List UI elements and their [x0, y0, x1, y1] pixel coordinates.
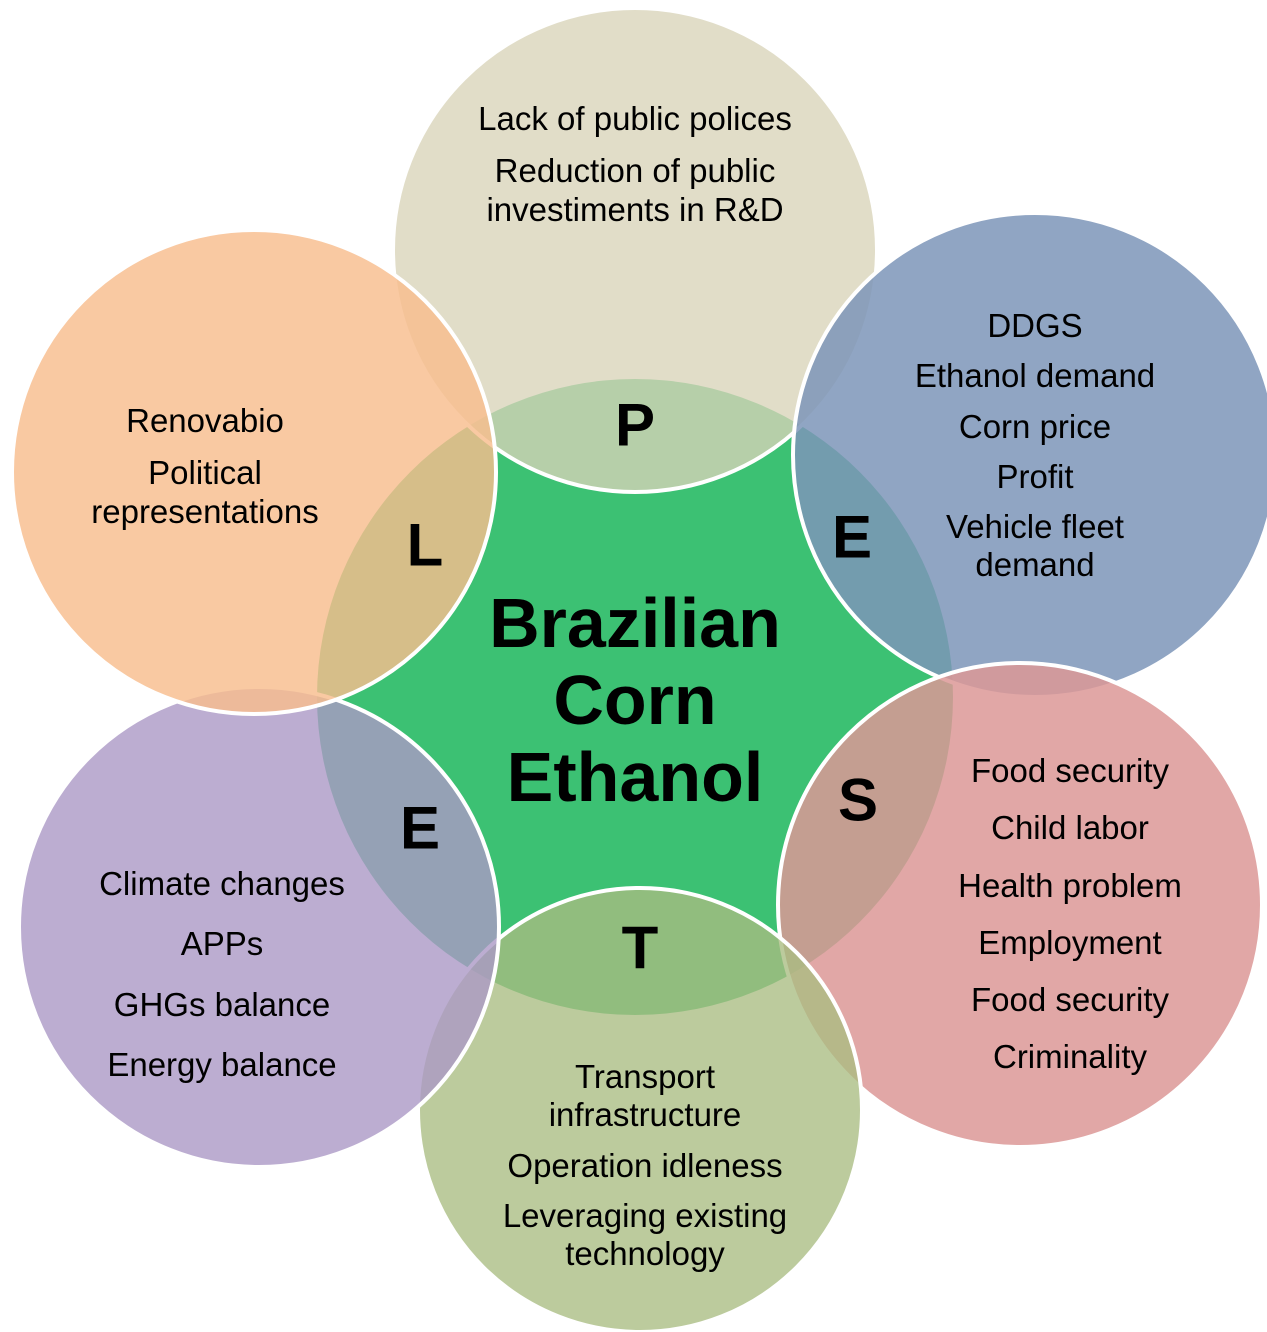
- factor-item: Food security: [970, 981, 1170, 1019]
- factor-item: Criminality: [992, 1038, 1147, 1076]
- factor-list: Transport infrastructure Operation idlene…: [475, 1058, 815, 1273]
- factor-item: Reduction of public investiments in R&D: [486, 152, 784, 228]
- factor-item: Ethanol demand: [914, 357, 1156, 395]
- pestel-letter: E: [399, 794, 441, 862]
- factor-item: Food security: [970, 752, 1170, 789]
- factor-item: Health problem: [958, 866, 1182, 904]
- center-title: Brazilian Corn Ethanol: [489, 584, 781, 816]
- factor-item: Renovabio: [126, 402, 284, 439]
- circle-p: [391, 6, 879, 494]
- factor-item: Employment: [978, 923, 1162, 961]
- factor-item: Climate changes: [99, 865, 345, 902]
- factor-list: DDGS Ethanol demand Corn price Profit Vehicl…: [890, 307, 1180, 585]
- circle-t: [416, 886, 864, 1332]
- factor-list: Lack of public polices Reduction of publi…: [455, 100, 815, 229]
- factor-item: GHGs balance: [113, 985, 331, 1023]
- factor-item: Operation idleness: [507, 1146, 783, 1184]
- factor-list: Food security Child labor Health problem Em…: [920, 752, 1220, 1077]
- factor-item: Transport infrastructure: [548, 1058, 742, 1134]
- circle-l: [10, 228, 498, 716]
- factor-item: APPs: [180, 925, 264, 963]
- factor-list: Renovabio Political representations: [55, 402, 355, 531]
- factor-item: Political representations: [91, 454, 319, 530]
- factor-item: Energy balance: [107, 1045, 337, 1083]
- pestel-letter: P: [614, 391, 656, 459]
- factor-item: Lack of public polices: [478, 100, 792, 137]
- pestel-letter: E: [831, 503, 873, 571]
- factor-item: Vehicle fleet demand: [946, 508, 1124, 584]
- factor-item: Profit: [996, 457, 1074, 495]
- pestel-letter: L: [406, 511, 444, 579]
- factor-list: Climate changes APPs GHGs balance Energy ba…: [62, 865, 382, 1084]
- factor-item: Leveraging existing technology: [502, 1196, 788, 1273]
- factor-item: DDGS: [987, 307, 1083, 344]
- pestel-letter: S: [837, 766, 879, 834]
- pestel-letter: T: [621, 914, 659, 982]
- factor-item: Child labor: [991, 809, 1149, 847]
- factor-item: Corn price: [958, 407, 1112, 445]
- circle-s: [776, 661, 1264, 1149]
